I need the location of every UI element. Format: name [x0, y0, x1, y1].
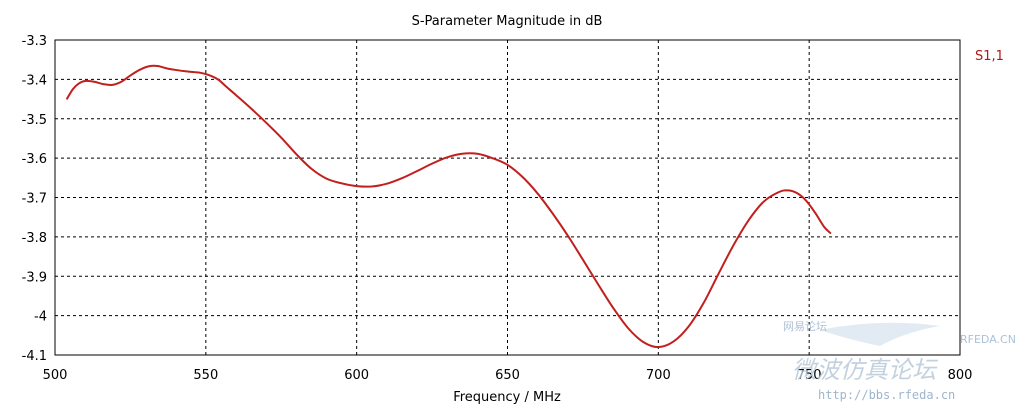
data-point — [718, 272, 720, 275]
data-point — [796, 192, 798, 194]
data-point — [805, 200, 807, 202]
x-tick-label: 500 — [43, 368, 68, 383]
data-point — [235, 94, 237, 96]
data-point — [66, 98, 68, 100]
chart-title: S-Parameter Magnitude in dB — [412, 14, 603, 29]
y-tick-label: -3.5 — [22, 113, 47, 128]
data-point — [265, 122, 267, 124]
y-tick-label: -4.1 — [22, 349, 47, 364]
x-tick-label: 550 — [193, 368, 218, 383]
data-point — [748, 219, 750, 221]
data-point — [642, 341, 644, 343]
data-point — [582, 259, 584, 261]
watermark-forum-name: 微波仿真论坛 — [792, 356, 939, 384]
data-point — [78, 82, 80, 84]
data-point — [552, 213, 554, 215]
data-point — [111, 84, 113, 86]
x-tick-label: 700 — [646, 368, 671, 383]
x-tick-label: 750 — [797, 368, 822, 383]
data-point — [476, 153, 478, 155]
y-tick-label: -3.9 — [22, 270, 47, 285]
data-point — [386, 183, 388, 185]
y-tick-label: -3.6 — [22, 152, 47, 167]
plot-area-frame — [54, 39, 961, 356]
data-point — [627, 327, 629, 329]
data-point — [416, 170, 418, 172]
data-point — [612, 307, 614, 309]
data-point — [72, 88, 74, 90]
series-layer — [66, 64, 832, 349]
x-axis-label: Frequency / MHz — [453, 390, 561, 405]
data-point — [657, 346, 659, 348]
data-point — [129, 74, 132, 77]
legend-entry-s11: S1,1 — [975, 49, 1004, 64]
data-point — [175, 69, 177, 71]
series-line-s11 — [66, 64, 832, 349]
y-tick-label: -3.7 — [22, 192, 47, 207]
y-tick-label: -3.3 — [22, 34, 47, 49]
data-point — [280, 137, 282, 139]
y-tick-label: -3.4 — [22, 73, 47, 88]
y-tick-label: -4 — [34, 310, 47, 325]
data-point — [521, 176, 524, 178]
data-point — [325, 178, 328, 180]
data-point — [763, 200, 765, 203]
data-point — [102, 83, 104, 85]
data-point — [823, 226, 825, 228]
data-point — [597, 283, 599, 285]
data-point — [672, 341, 675, 343]
data-point — [778, 191, 780, 193]
x-tick-label: 650 — [495, 368, 520, 383]
grid-lines — [55, 40, 960, 355]
x-tick-label: 600 — [344, 368, 369, 383]
data-point — [138, 69, 141, 71]
data-point — [340, 182, 343, 184]
data-point — [491, 157, 494, 159]
data-point — [84, 80, 86, 82]
data-point — [461, 153, 463, 155]
data-point — [187, 70, 189, 73]
data-point — [733, 244, 735, 246]
data-point — [537, 192, 539, 195]
data-point — [310, 168, 313, 170]
data-point — [147, 65, 150, 67]
watermark-url: http://bbs.rfeda.cn — [818, 388, 955, 402]
x-tick-label: 800 — [948, 368, 973, 383]
data-point — [208, 74, 210, 76]
x-axis-ticks: 500 550 600 650 700 750 800 — [43, 368, 973, 383]
y-tick-label: -3.8 — [22, 231, 47, 246]
data-point — [401, 177, 403, 179]
watermark-site: RFEDA.CN — [960, 333, 1016, 346]
data-point — [829, 232, 831, 234]
data-point — [371, 185, 373, 188]
data-point — [814, 212, 816, 214]
data-point — [431, 163, 433, 165]
data-point — [446, 156, 448, 158]
y-axis-ticks: -3.3 -3.4 -3.5 -3.6 -3.7 -3.8 -3.9 -4 -4.1 — [22, 34, 47, 364]
data-point — [166, 67, 168, 69]
data-point — [702, 302, 705, 304]
data-point — [250, 107, 252, 110]
watermark: 网易论坛 RFEDA.CN 微波仿真论坛 http://bbs.rfeda.cn — [783, 319, 1016, 402]
watermark-tagline: 网易论坛 — [783, 319, 827, 333]
data-point — [217, 78, 219, 80]
data-point — [120, 81, 122, 83]
data-point — [156, 65, 159, 67]
data-point — [687, 326, 690, 328]
data-point — [93, 81, 95, 83]
data-point — [226, 86, 228, 88]
data-point — [199, 72, 201, 74]
data-point — [506, 164, 509, 166]
watermark-bird-logo — [820, 322, 940, 346]
data-point — [356, 185, 358, 187]
data-point — [567, 235, 569, 237]
data-point — [787, 189, 789, 192]
data-point — [295, 153, 297, 155]
